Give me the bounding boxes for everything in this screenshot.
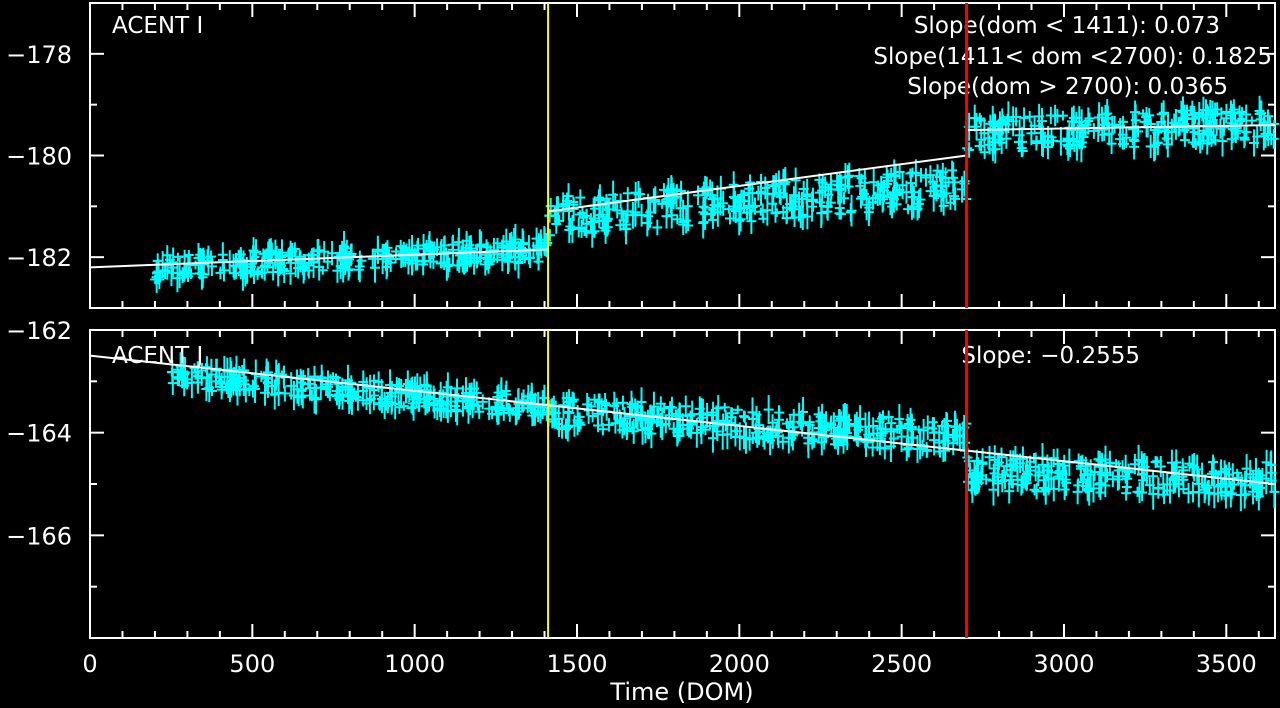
x-tick-label: 3500 xyxy=(1196,650,1257,678)
y-tick-label: −178 xyxy=(6,41,72,69)
panel-acent-j-ticks xyxy=(89,329,1275,639)
x-tick-label: 500 xyxy=(229,650,275,678)
x-tick-label: 1000 xyxy=(384,650,445,678)
x-axis-label: Time (DOM) xyxy=(609,678,753,706)
panel-acent-j-points xyxy=(166,352,1280,512)
panel-acent-i-points xyxy=(150,95,1280,293)
panel-acent-j-title: ACENT J xyxy=(112,343,203,369)
y-tick-label: −180 xyxy=(6,143,72,171)
panel-acent-i-y-tick-labels: −178 −180 −182 xyxy=(6,41,72,272)
panel-acent-i: −178 −180 −182 ACENT I Slope(dom < 1411): … xyxy=(6,2,1280,309)
y-tick-label: −162 xyxy=(6,317,72,345)
x-tick-label: 2000 xyxy=(709,650,770,678)
panel-acent-i-ticks xyxy=(89,2,1275,309)
x-tick-label: 1500 xyxy=(546,650,607,678)
x-tick-label: 3000 xyxy=(1033,650,1094,678)
x-tick-labels: 0 500 1000 1500 2000 2500 3000 3500 xyxy=(82,650,1256,678)
x-tick-label: 0 xyxy=(82,650,97,678)
vertical-markers xyxy=(547,3,969,638)
panel-acent-j-fit-lines xyxy=(89,354,1276,485)
fit-line xyxy=(547,154,967,213)
y-tick-label: −182 xyxy=(6,244,72,272)
panel-acent-i-slope-1: Slope(dom < 1411): 0.073 xyxy=(914,13,1220,39)
panel-acent-i-title: ACENT I xyxy=(112,13,203,39)
fit-line xyxy=(89,354,1276,485)
panel-acent-j-y-tick-labels: −162 −164 −166 xyxy=(6,317,72,550)
y-tick-label: −164 xyxy=(6,420,72,448)
panel-acent-j: −162 −164 −166 ACENT J Slope: −0.2555 xyxy=(6,317,1280,639)
panel-acent-i-fit-lines xyxy=(89,124,1276,269)
fit-line xyxy=(89,248,549,269)
fit-line xyxy=(966,124,1276,132)
y-tick-label: −166 xyxy=(6,522,72,550)
panel-acent-i-slope-3: Slope(dom > 2700): 0.0365 xyxy=(907,74,1228,100)
x-tick-label: 2500 xyxy=(871,650,932,678)
panel-acent-i-slope-2: Slope(1411< dom <2700): 0.1825 xyxy=(873,44,1272,70)
panel-acent-j-slope: Slope: −0.2555 xyxy=(961,343,1140,369)
